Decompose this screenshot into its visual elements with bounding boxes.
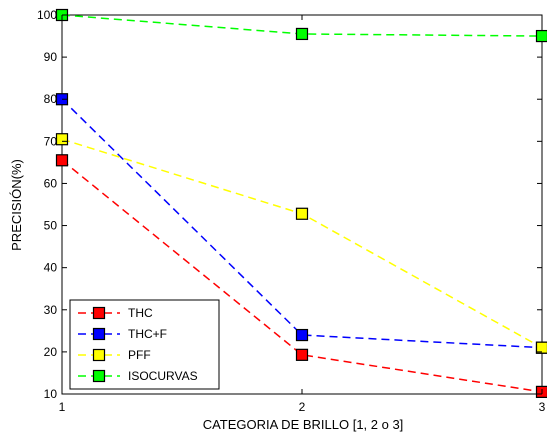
data-point-pff-1: [55, 133, 69, 146]
data-point-isocurvas-3: [535, 29, 547, 43]
legend: THC THC+F PFF ISOCURVAS: [69, 299, 220, 390]
x-tick-label: 1: [59, 400, 66, 414]
y-tick-label: 40: [44, 261, 58, 275]
y-axis-label: PRECISIÓN(%): [9, 159, 24, 251]
x-axis-label: CATEGORIA DE BRILLO [1, 2 o 3]: [203, 417, 404, 432]
y-tick-label: 80: [44, 92, 58, 106]
data-point-thc-f-2: [295, 328, 309, 342]
series-line-thc-f: [61, 98, 543, 349]
y-tick-label: 100: [37, 8, 57, 22]
data-point-thc-1: [55, 154, 69, 167]
data-point-pff-2: [295, 207, 309, 220]
y-tick-label: 20: [44, 345, 58, 359]
legend-label-thc-f: THC+F: [128, 327, 167, 341]
y-tick-label: 60: [44, 176, 58, 190]
y-tick-label: 50: [44, 219, 58, 233]
y-tick-label: 70: [44, 134, 58, 148]
legend-marker-isocurvas: [92, 369, 106, 383]
legend-label-isocurvas: ISOCURVAS: [128, 369, 198, 383]
data-point-isocurvas-2: [295, 27, 309, 41]
legend-label-thc: THC: [128, 306, 153, 320]
x-tick-label: 2: [299, 400, 306, 414]
y-tick-label: 90: [44, 50, 58, 64]
x-tick-label: 3: [539, 400, 546, 414]
axes-layer: 10 20 30 40 50 60 70 80 90 100 1 2 3: [37, 8, 546, 414]
data-point-pff-3: [535, 341, 547, 354]
y-tick-label: 30: [44, 303, 58, 317]
legend-label-pff: PFF: [128, 348, 151, 362]
legend-marker-thc-f: [92, 327, 106, 341]
data-point-thc-2: [295, 348, 309, 361]
series-line-thc: [61, 159, 543, 393]
y-tick-label: 10: [44, 387, 58, 401]
legend-marker-thc: [92, 306, 106, 320]
legend-marker-pff: [92, 348, 106, 362]
